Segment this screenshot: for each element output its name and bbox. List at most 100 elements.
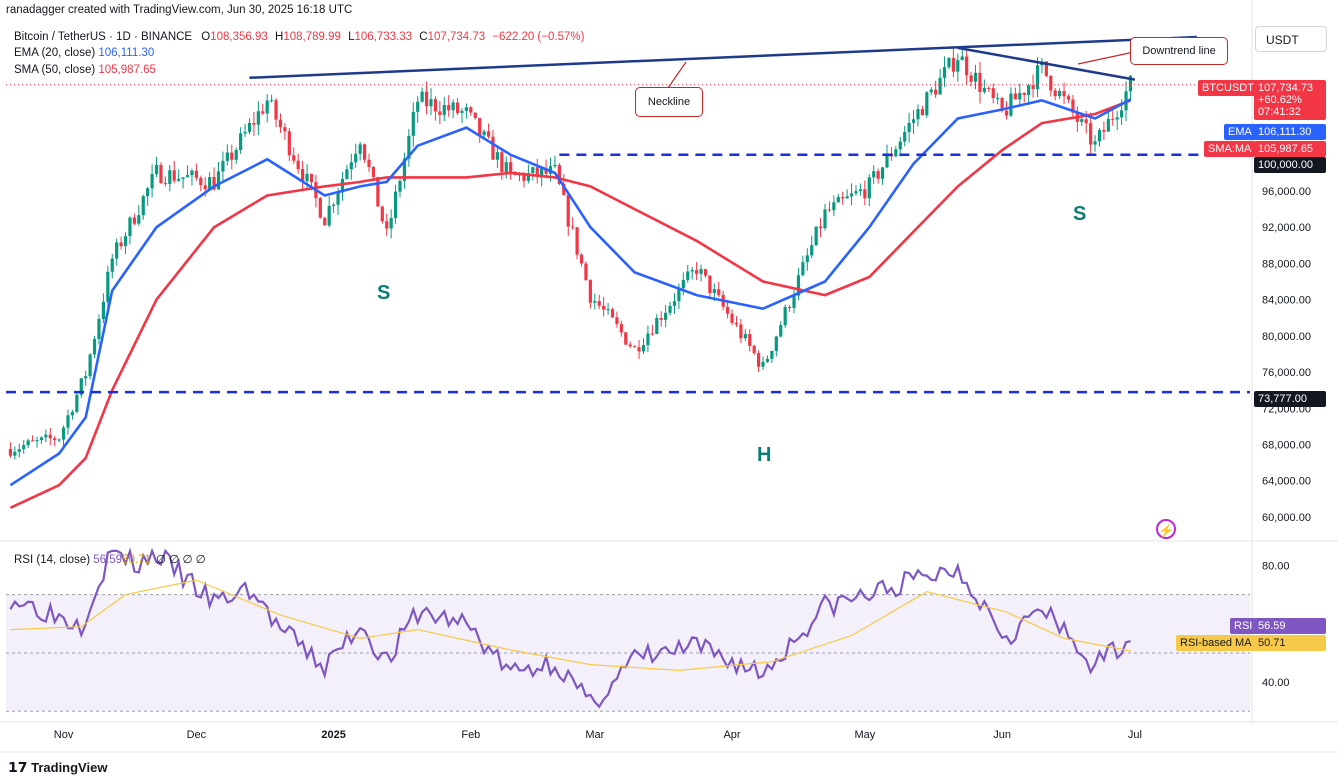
candle-body	[787, 306, 792, 308]
candle-body	[987, 87, 991, 89]
candle-body	[376, 176, 380, 207]
ema-legend[interactable]: EMA (20, close) 106,111.30	[14, 47, 154, 59]
level-73k-tag: 73,777.00	[1254, 391, 1326, 407]
level-100k-tag: 100,000.00	[1254, 157, 1326, 173]
lightning-icon[interactable]: ⚡	[1156, 519, 1176, 539]
candle-body	[1027, 85, 1031, 96]
candle-body	[641, 345, 646, 352]
candle-body	[265, 100, 269, 114]
candle-body	[146, 188, 150, 197]
candle-body	[562, 183, 566, 195]
candle-body	[252, 122, 256, 125]
sma-legend[interactable]: SMA (50, close) 105,987.65	[14, 64, 156, 76]
candle-body	[624, 332, 628, 345]
candle-body	[455, 102, 460, 113]
downtrend-label[interactable]: Downtrend line	[1130, 37, 1228, 65]
candle-body	[278, 119, 283, 128]
candle-body	[1093, 141, 1097, 145]
candle-body	[854, 191, 858, 194]
candle-body	[39, 437, 44, 441]
candle-body	[863, 189, 867, 199]
last-price-value: 107,734.73	[1258, 82, 1314, 94]
candle-body	[531, 167, 535, 174]
candle-body	[646, 333, 650, 346]
candle-body	[1071, 99, 1075, 113]
candle-body	[717, 289, 721, 296]
candle-body	[354, 153, 358, 163]
ohlc-open: 108,356.93	[210, 31, 268, 43]
candle-body	[606, 309, 610, 311]
rsi-ma-line	[10, 579, 1131, 672]
candle-body	[261, 111, 265, 114]
candle-body	[1018, 93, 1022, 100]
candle-body	[1049, 75, 1053, 91]
candle-body	[557, 164, 561, 184]
candle-body	[17, 449, 21, 452]
symbol-tag: BTCUSDT	[1198, 80, 1258, 96]
candles-layer	[8, 46, 1133, 460]
candle-body	[358, 144, 362, 154]
candle-body	[168, 170, 172, 184]
candle-body	[380, 206, 384, 222]
currency-selector[interactable]: USDT	[1255, 26, 1327, 52]
candle-body	[752, 346, 756, 354]
ema-legend-value: 106,111.30	[98, 47, 155, 59]
candle-body	[194, 170, 198, 178]
candle-body	[686, 271, 690, 280]
candle-body	[296, 160, 300, 170]
candle-body	[478, 118, 482, 136]
candle-body	[163, 183, 167, 185]
rsi-ma-tag: 50.71	[1254, 635, 1326, 651]
candle-body	[199, 177, 203, 186]
candle-body	[1062, 91, 1066, 97]
candle-body	[106, 271, 110, 302]
candle-body	[416, 101, 420, 112]
candle-body	[827, 209, 832, 211]
candle-body	[367, 159, 371, 167]
candle-body	[393, 191, 398, 219]
rsi-ma-tag-label: RSI-based MA	[1176, 635, 1256, 651]
candle-body	[783, 306, 787, 326]
candle-body	[283, 127, 287, 132]
candle-body	[486, 131, 491, 137]
price-tick-label: 64,000.00	[1262, 476, 1311, 488]
ema-price-tag: 106,111.30	[1254, 124, 1326, 140]
candle-body	[92, 338, 97, 355]
candle-body	[526, 173, 530, 181]
candle-body	[301, 169, 305, 182]
right-shoulder-label: S	[1073, 203, 1087, 225]
candle-body	[424, 91, 429, 107]
candle-body	[916, 109, 920, 120]
tradingview-logo[interactable]: 𝟭𝟳 TradingView	[8, 759, 107, 776]
price-tick-label: 88,000.00	[1262, 258, 1311, 270]
candle-body	[597, 301, 601, 306]
ohlc-close: 107,734.73	[427, 31, 486, 43]
candle-body	[35, 440, 39, 442]
candle-body	[177, 178, 181, 181]
candle-body	[996, 97, 1000, 99]
candle-body	[500, 152, 504, 173]
candle-body	[845, 196, 849, 199]
candle-body	[712, 289, 716, 294]
chart-grid	[0, 0, 1338, 753]
ohlc-open-label: O	[201, 31, 211, 43]
indicator-lines	[9, 98, 1132, 709]
price-tick-label: 96,000.00	[1262, 186, 1311, 198]
candle-body	[13, 451, 17, 456]
candle-body	[1004, 110, 1009, 116]
candle-body	[411, 111, 415, 136]
candle-body	[225, 152, 229, 161]
candle-body	[128, 217, 132, 237]
candle-body	[898, 141, 902, 150]
time-tick-label: May	[854, 729, 875, 741]
symbol-title[interactable]: Bitcoin / TetherUS · 1D · BINANCE	[14, 31, 193, 43]
neckline-label[interactable]: Neckline	[635, 87, 703, 117]
candle-body	[907, 122, 911, 133]
ohlc-low: 106,733.33	[354, 31, 413, 43]
rsi-legend-value: 56.59	[93, 554, 123, 566]
candle-body	[836, 196, 840, 203]
rsi-legend[interactable]: RSI (14, close) 56.5950.71 ∅ ∅ ∅ ∅	[14, 552, 206, 566]
candle-body	[154, 164, 159, 175]
ohlc-close-label: C	[419, 31, 428, 43]
